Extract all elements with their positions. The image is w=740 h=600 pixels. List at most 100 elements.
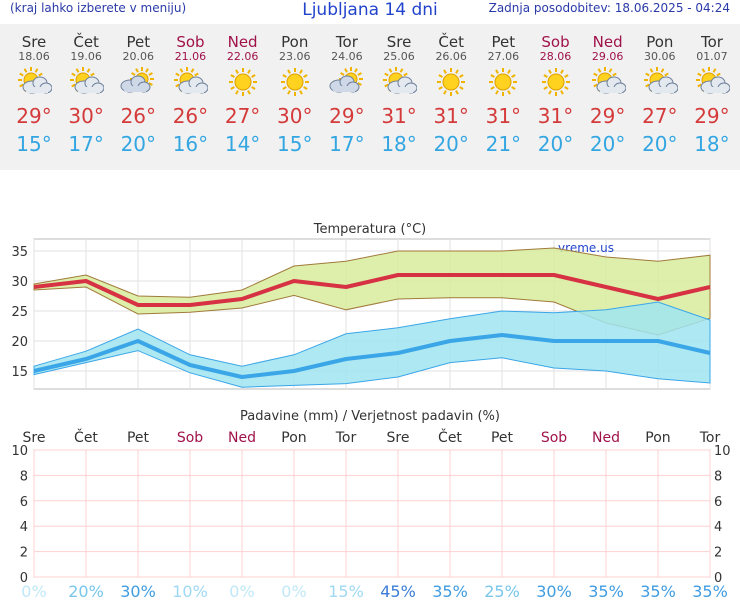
y-tick-label-right: 10	[714, 444, 731, 459]
location-hint[interactable]: (kraj lahko izberete v meniju)	[10, 1, 187, 15]
day-column: Čet 26.06 31° 20°	[425, 33, 477, 155]
x-tick-label: Pon	[645, 430, 670, 446]
high-temp: 31°	[381, 104, 417, 128]
x-tick-label: Pet	[127, 430, 150, 446]
y-tick-label: 15	[11, 365, 28, 380]
day-name: Tor	[700, 33, 723, 51]
chart-title: Temperatura (°C)	[313, 222, 426, 237]
day-date: 25.06	[383, 50, 415, 63]
plot-area	[33, 449, 711, 578]
high-temp: 29°	[16, 104, 52, 128]
x-tick-label: Čet	[438, 428, 462, 446]
high-temp: 30°	[277, 104, 313, 128]
y-tick-label: 6	[20, 495, 28, 510]
precipitation-chart: Padavine (mm) / Verjetnost padavin (%) Sr…	[11, 409, 731, 600]
sun-icon	[489, 68, 518, 96]
y-tick-label-right: 2	[714, 546, 722, 561]
low-temp: 18°	[381, 132, 417, 156]
day-name: Pet	[126, 33, 151, 51]
precip-probability-label: 10%	[172, 582, 208, 600]
sun-with-clouds-icon	[695, 67, 730, 94]
low-temp: 20°	[433, 132, 469, 156]
day-column: Sre 25.06 31° 18°	[373, 33, 425, 155]
low-temp: 18°	[694, 132, 730, 156]
y-tick-label: 25	[11, 305, 28, 320]
y-tick-label: 4	[20, 520, 28, 535]
high-temp: 26°	[172, 104, 209, 128]
sun-with-clouds-icon	[591, 67, 626, 94]
day-name: Pon	[281, 33, 309, 51]
max-temp-line	[33, 273, 711, 307]
x-tick-label: Tor	[699, 430, 721, 446]
last-update: Zadnja posodobitev: 18.06.2025 - 04:24	[488, 1, 730, 15]
precip-probability-label: 0%	[21, 582, 46, 600]
low-temp: 20°	[537, 132, 574, 156]
low-temp: 15°	[277, 132, 313, 156]
page-title: Ljubljana 14 dni	[302, 0, 438, 20]
x-tick-label: Tor	[335, 430, 357, 446]
low-temp: 16°	[172, 132, 209, 156]
max-temp-band	[33, 247, 711, 336]
day-column: Tor 01.07 29° 18°	[686, 33, 738, 155]
day-name: Sob	[541, 33, 570, 51]
day-name: Sre	[21, 33, 47, 51]
sun-with-clouds-icon	[383, 67, 418, 94]
day-name: Ned	[592, 33, 623, 51]
high-temp: 26°	[120, 104, 157, 128]
day-date: 22.06	[226, 50, 259, 63]
day-name: Pon	[646, 33, 674, 51]
sun-icon	[437, 68, 466, 96]
precip-probability-label: 0%	[229, 582, 254, 600]
x-tick-label: Sob	[177, 430, 203, 446]
day-column: Ned 22.06 27° 14°	[217, 33, 269, 155]
min-temp-line	[33, 333, 711, 379]
partly-cloudy-icon	[329, 67, 363, 93]
precip-probability-label: 35%	[692, 582, 728, 600]
high-temp: 30°	[68, 104, 104, 128]
day-date: 21.06	[174, 50, 207, 63]
y-tick-label: 2	[20, 546, 28, 561]
precip-probability-label: 0%	[281, 582, 306, 600]
y-tick-label: 20	[11, 335, 28, 350]
high-temp: 31°	[537, 104, 574, 128]
day-column: Tor 24.06 29° 17°	[321, 33, 373, 155]
day-date: 30.06	[644, 50, 676, 63]
high-temp: 31°	[485, 104, 522, 128]
x-tick-label: Pet	[491, 430, 514, 446]
x-tick-label: Pon	[281, 430, 306, 446]
low-temp: 20°	[120, 132, 157, 156]
partly-cloudy-icon	[120, 67, 155, 93]
day-name: Ned	[227, 33, 258, 51]
y-tick-label-right: 6	[714, 495, 722, 510]
x-tick-label: Sob	[541, 430, 567, 446]
precip-probability-label: 25%	[484, 582, 520, 600]
low-temp: 21°	[485, 132, 522, 156]
high-temp: 29°	[589, 104, 626, 128]
sun-icon	[280, 68, 309, 96]
sun-with-clouds-icon	[18, 67, 52, 94]
y-tick-label-right: 0	[714, 571, 722, 586]
day-name: Pet	[491, 33, 516, 51]
day-name: Čet	[438, 33, 464, 51]
day-name: Sob	[176, 33, 205, 51]
day-column: Sre 18.06 29° 15°	[8, 33, 60, 155]
day-name: Čet	[73, 33, 99, 51]
sun-icon	[228, 68, 257, 96]
precip-probability-label: 35%	[588, 582, 624, 600]
precip-probability-label: 30%	[120, 582, 156, 600]
y-tick-label: 10	[11, 444, 28, 459]
precip-probability-label: 35%	[432, 582, 468, 600]
y-tick-label: 0	[20, 571, 28, 586]
day-date: 26.06	[435, 50, 467, 63]
day-date: 01.07	[696, 50, 728, 63]
high-temp: 27°	[224, 104, 261, 128]
y-tick-label-right: 4	[714, 520, 722, 535]
sun-with-clouds-icon	[643, 67, 678, 94]
y-tick-label: 30	[11, 275, 28, 290]
day-date: 23.06	[279, 50, 311, 63]
x-tick-label: Ned	[592, 430, 620, 446]
day-column: Sob 28.06 31° 20°	[530, 33, 582, 155]
day-date: 29.06	[591, 50, 624, 63]
day-name: Sre	[386, 33, 412, 51]
